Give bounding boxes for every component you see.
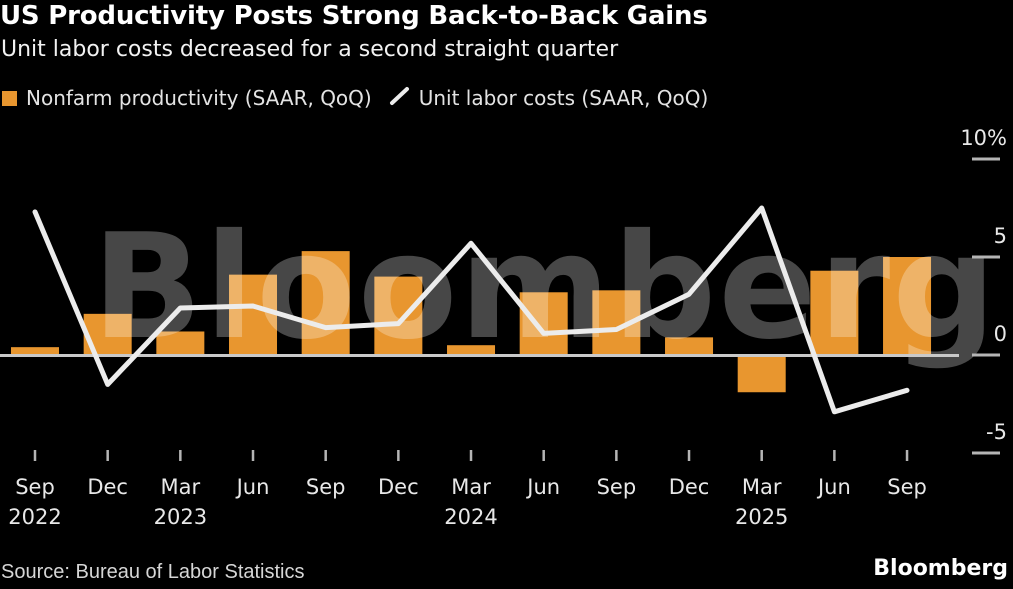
source-note: Source: Bureau of Labor Statistics <box>1 561 305 583</box>
productivity-bar <box>519 292 568 355</box>
chart-title: US Productivity Posts Strong Back-to-Bac… <box>0 1 708 31</box>
x-axis-month-label: Dec <box>669 475 710 499</box>
productivity-bar <box>883 257 932 355</box>
x-axis-month-label: Mar <box>161 475 201 499</box>
unit-labor-costs-line <box>32 205 910 415</box>
x-axis-month-label: Sep <box>597 475 637 499</box>
productivity-bar <box>229 274 278 355</box>
x-axis-year-label: 2022 <box>8 505 61 529</box>
x-axis-month-label: Sep <box>15 475 55 499</box>
y-axis-label: 5 <box>994 224 1007 248</box>
x-axis-year-label: 2025 <box>735 505 788 529</box>
combo-chart-plot: Bloomberg 10% 5 0 -5 Sep Dec Mar Jun Sep Dec Mar Jun… <box>0 126 1007 529</box>
x-axis-month-label: Mar <box>742 475 782 499</box>
line-series-slash-icon <box>388 85 411 112</box>
x-axis-year-label: 2023 <box>154 505 207 529</box>
x-axis-month-label: Jun <box>816 475 851 499</box>
x-axis-month-label: Mar <box>451 475 491 499</box>
productivity-bar <box>737 355 786 393</box>
x-axis-month-label: Jun <box>235 475 270 499</box>
x-axis-month-label: Dec <box>378 475 419 499</box>
x-axis-year-label: 2024 <box>444 505 497 529</box>
productivity-bar <box>301 251 350 355</box>
y-axis-label: 0 <box>994 322 1007 346</box>
chart-legend: Nonfarm productivity (SAAR, QoQ) Unit la… <box>2 86 708 110</box>
y-axis-label: 10% <box>960 126 1007 150</box>
x-axis-month-label: Sep <box>306 475 346 499</box>
bloomberg-logo: Bloomberg <box>873 556 1008 581</box>
legend-label-productivity: Nonfarm productivity (SAAR, QoQ) <box>26 86 372 110</box>
bar-series-swatch-icon <box>2 90 17 106</box>
x-axis-month-label: Dec <box>87 475 128 499</box>
y-axis-label: -5 <box>986 420 1007 444</box>
chart-subtitle: Unit labor costs decreased for a second … <box>1 37 619 62</box>
bloomberg-watermark: Bloomberg <box>92 203 998 372</box>
productivity-bar <box>11 347 59 355</box>
productivity-bar <box>374 276 423 355</box>
legend-label-unit-labor-costs: Unit labor costs (SAAR, QoQ) <box>418 86 709 110</box>
x-axis-month-label: Sep <box>887 475 927 499</box>
productivity-bar <box>447 345 496 355</box>
productivity-bar <box>810 270 859 355</box>
productivity-bar <box>665 337 714 355</box>
productivity-bar <box>156 331 205 355</box>
x-axis-month-label: Jun <box>525 475 560 499</box>
